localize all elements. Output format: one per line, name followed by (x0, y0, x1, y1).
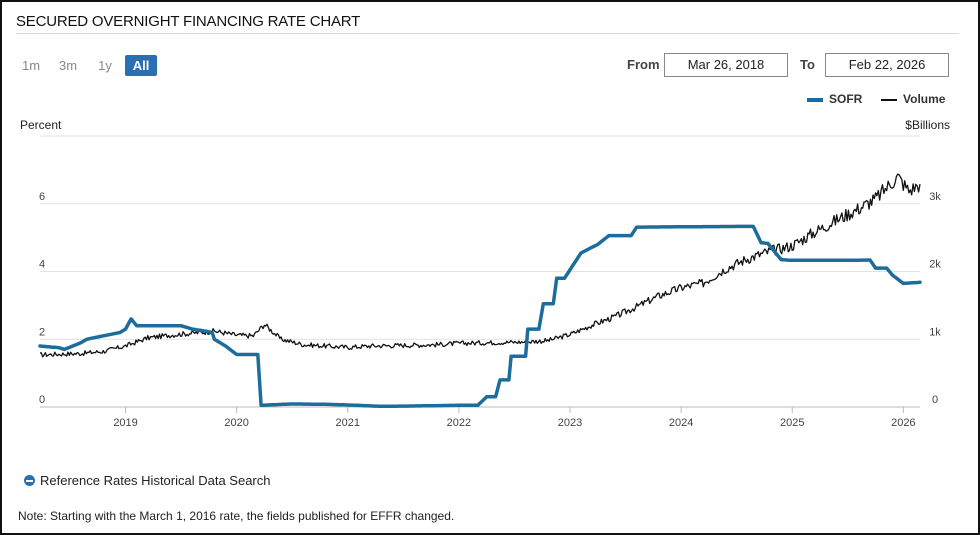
y-left-tick-label: 2 (39, 326, 45, 338)
to-label: To (800, 57, 815, 72)
range-button-all[interactable]: All (125, 55, 157, 76)
y-left-tick-label: 6 (39, 191, 45, 203)
y-right-tick-label: 2k (929, 259, 941, 271)
x-tick-label: 2019 (113, 417, 137, 429)
left-axis-title: Percent (20, 118, 62, 132)
minus-circle-icon (24, 475, 35, 486)
legend-item-sofr[interactable]: SOFR (807, 92, 862, 106)
title-divider (16, 33, 959, 34)
x-tick-label: 2022 (447, 417, 471, 429)
legend-label-volume: Volume (903, 92, 946, 106)
range-button-1m[interactable]: 1m (21, 58, 41, 73)
x-tick-label: 2024 (669, 417, 693, 429)
x-tick-label: 2025 (780, 417, 804, 429)
x-tick-label: 2021 (336, 417, 360, 429)
from-date-input[interactable]: Mar 26, 2018 (664, 53, 788, 77)
historical-data-link-label: Reference Rates Historical Data Search (40, 473, 271, 488)
footnote: Note: Starting with the March 1, 2016 ra… (18, 509, 455, 523)
legend-swatch-volume (881, 99, 897, 101)
historical-data-link[interactable]: Reference Rates Historical Data Search (24, 473, 271, 488)
legend-label-sofr: SOFR (829, 92, 863, 106)
x-tick-label: 2020 (224, 417, 248, 429)
y-left-tick-label: 4 (39, 259, 45, 271)
y-right-tick-label: 1k (929, 326, 941, 338)
legend-item-volume[interactable]: Volume (881, 92, 945, 106)
range-button-1y[interactable]: 1y (98, 58, 112, 73)
from-label: From (627, 57, 660, 72)
x-tick-label: 2023 (558, 417, 582, 429)
page-title: SECURED OVERNIGHT FINANCING RATE CHART (16, 13, 361, 30)
right-axis-title: $Billions (905, 118, 950, 132)
legend-swatch-sofr (807, 97, 823, 102)
y-right-tick-label: 0 (932, 394, 938, 406)
x-tick-label: 2026 (891, 417, 915, 429)
to-date-input[interactable]: Feb 22, 2026 (825, 53, 949, 77)
sofr-series-line (38, 224, 922, 409)
range-button-3m[interactable]: 3m (58, 58, 78, 73)
volume-series-line (39, 173, 921, 358)
y-right-tick-label: 3k (929, 191, 941, 203)
y-left-tick-label: 0 (39, 394, 45, 406)
